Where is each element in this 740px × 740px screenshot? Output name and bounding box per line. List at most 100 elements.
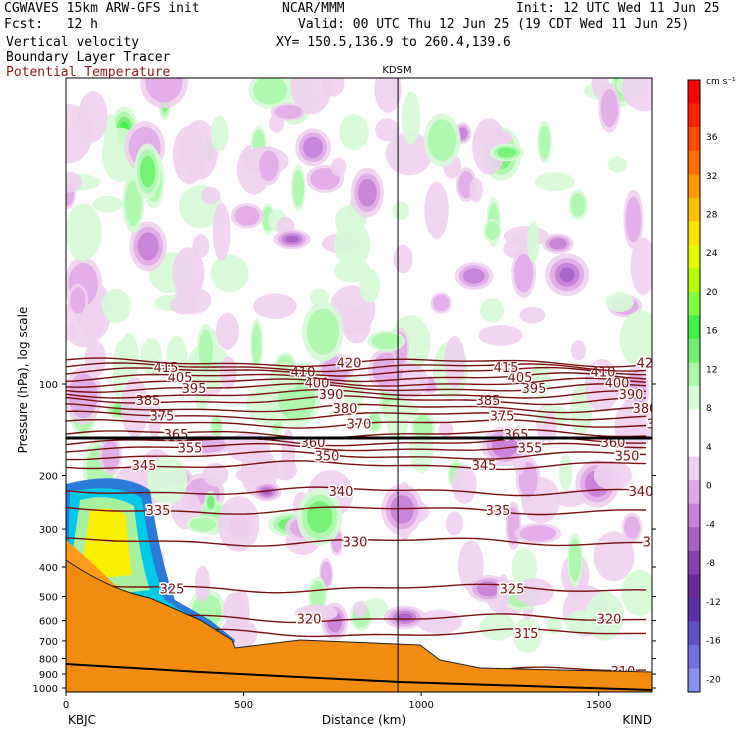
colorbar-swatch: [688, 550, 700, 575]
colorbar-label: 36: [706, 133, 718, 143]
theta-contour-label: 340: [329, 485, 354, 500]
velocity-cell: [469, 178, 483, 203]
theta-contour-label: 395: [522, 382, 547, 397]
theta-contour-label: 320: [597, 612, 622, 627]
colorbar-label: -12: [706, 598, 721, 608]
colorbar-frame: [687, 79, 701, 693]
theta-contour: [66, 583, 647, 594]
colorbar-swatch: [688, 244, 700, 269]
theta-contour-label: 400: [605, 377, 630, 392]
velocity-cell: [101, 288, 132, 324]
velocity-cell: [140, 155, 156, 188]
velocity-cell: [416, 609, 463, 634]
velocity-cell: [207, 495, 215, 510]
velocity-cell: [452, 465, 477, 504]
y-tick-label: 900: [39, 670, 58, 681]
velocity-cell: [320, 561, 332, 587]
velocity-cell: [189, 517, 217, 532]
theta-contour: [66, 377, 647, 388]
colorbar-label: 8: [706, 404, 712, 414]
colorbar-label: 16: [706, 327, 718, 337]
colorbar-swatch: [688, 174, 700, 199]
velocity-cell: [600, 88, 618, 128]
velocity-cell: [147, 399, 162, 439]
velocity-cell: [235, 466, 275, 484]
velocity-cell: [625, 196, 642, 243]
colorbar-swatch: [688, 644, 700, 669]
colorbar-swatch: [688, 527, 700, 552]
velocity-cell: [198, 329, 213, 371]
velocity-cell: [217, 496, 260, 552]
velocity-cell: [78, 91, 108, 143]
terrain-fill: [66, 559, 652, 692]
theta-contour: [66, 486, 647, 497]
velocity-cell: [397, 613, 412, 622]
velocity-cell: [485, 221, 500, 241]
colorbar-swatch: [688, 197, 700, 222]
velocity-cell: [514, 578, 554, 606]
velocity-cell: [369, 413, 381, 431]
velocity-cell: [593, 460, 633, 491]
colorbar-label: 12: [706, 365, 717, 375]
colorbar-swatch: [688, 103, 700, 128]
theta-contour-label: 380: [333, 402, 358, 417]
velocity-cell: [570, 193, 586, 217]
theta-contour-label: 395: [182, 382, 207, 397]
theta-contour: [66, 506, 647, 516]
velocity-cell: [480, 298, 505, 323]
colorbar-swatch: [688, 668, 700, 693]
velocity-cell: [478, 325, 523, 346]
y-tick-label: 600: [39, 617, 58, 628]
velocity-cell: [253, 293, 297, 319]
y-tick-label: 1000: [33, 684, 58, 695]
velocity-cell: [374, 78, 402, 113]
theta-contour: [66, 460, 647, 471]
colorbar-swatch: [688, 503, 700, 528]
velocity-cell: [570, 340, 587, 361]
velocity-cell: [432, 294, 450, 312]
colorbar-swatch: [688, 338, 700, 363]
velocity-cell: [624, 515, 640, 539]
velocity-cell: [401, 91, 421, 145]
velocity-cell: [285, 235, 299, 243]
velocity-cell: [140, 337, 163, 376]
velocity-cell: [310, 580, 325, 611]
velocity-cell: [112, 341, 126, 401]
marker-station-label: KDSM: [382, 65, 411, 76]
theta-contour: [66, 395, 647, 406]
field-boundary-layer-tracer: Boundary Layer Tracer: [6, 50, 171, 65]
theta-contour: [66, 362, 647, 373]
velocity-cell: [607, 156, 628, 173]
x-tick-label: 1500: [586, 700, 611, 711]
velocity-cell: [220, 356, 237, 390]
velocity-cell: [512, 617, 542, 653]
colorbar-label: 4: [706, 443, 712, 453]
colorbar-unit: cm s⁻¹: [706, 77, 736, 87]
velocity-cell: [427, 119, 457, 161]
theta-contour-label: 390: [319, 388, 344, 403]
velocity-cell: [358, 178, 377, 207]
velocity-cell: [621, 569, 652, 616]
velocity-cell: [392, 201, 410, 221]
velocity-cell: [215, 312, 240, 350]
theta-contour-label: 410: [291, 366, 316, 381]
theta-contour-label: 405: [508, 371, 533, 386]
colorbar-swatch: [688, 433, 700, 458]
theta-contour: [66, 389, 647, 399]
velocity-cell: [549, 237, 567, 250]
y-tick-label: 500: [39, 592, 58, 603]
theta-contour-label: 410: [591, 366, 616, 381]
velocity-cell: [145, 78, 183, 103]
velocity-cell: [375, 118, 400, 142]
velocity-cell: [274, 105, 303, 119]
velocity-cell: [66, 171, 83, 193]
terrain: [66, 559, 652, 692]
vertical-velocity-field: [66, 78, 652, 653]
theta-contour: [66, 382, 647, 394]
velocity-cell: [385, 132, 433, 176]
theta-contour-label: 375: [490, 410, 515, 425]
velocity-cell: [321, 78, 345, 97]
velocity-cell: [568, 538, 582, 582]
velocity-cell: [424, 181, 449, 239]
